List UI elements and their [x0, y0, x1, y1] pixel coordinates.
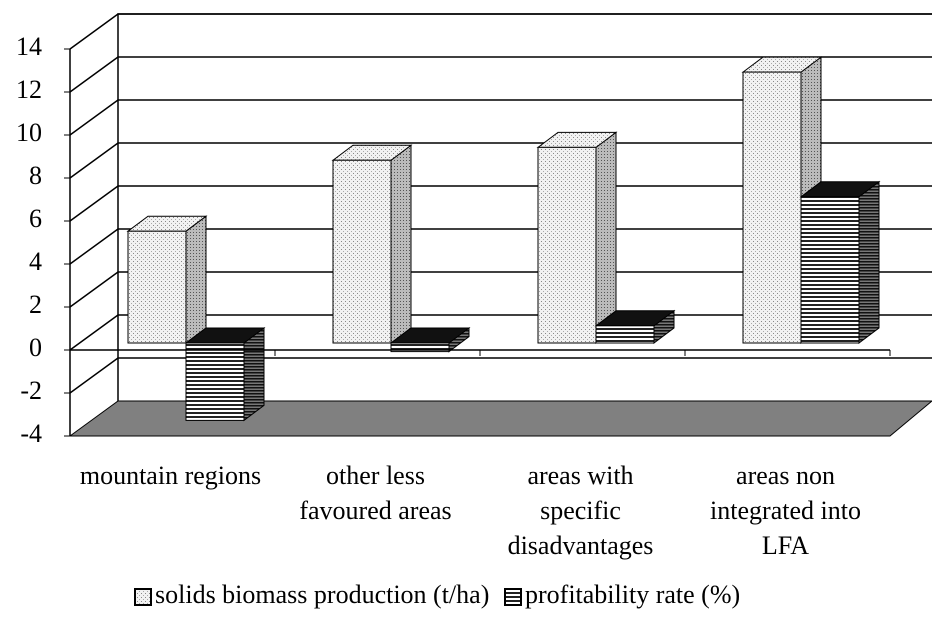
bar-side [595, 131, 617, 344]
grid-line [69, 99, 932, 136]
grid-line [69, 271, 932, 308]
y-tick-label: -4 [20, 419, 42, 448]
bar-side [185, 215, 207, 344]
bar [332, 159, 392, 344]
y-tick-label: 8 [29, 161, 42, 190]
x-tick-label: mountain regions [80, 461, 261, 490]
grid-line [69, 13, 932, 50]
x-tick-label: favoured areas [299, 496, 451, 525]
floor [68, 400, 932, 437]
legend-label: profitability rate (%) [525, 580, 740, 609]
bar-side [390, 144, 412, 344]
y-tick-label: 2 [29, 290, 42, 319]
bar [537, 146, 597, 344]
x-tick-label: disadvantages [508, 531, 654, 560]
x-tick-label: LFA [762, 531, 809, 560]
x-tick-label: specific [540, 496, 621, 525]
y-tick-label: 0 [29, 333, 42, 362]
grid-line [69, 357, 932, 394]
x-tick-label: areas non [736, 461, 835, 490]
x-tick-label: areas with [527, 461, 633, 490]
legend-swatch [134, 588, 152, 606]
bar [595, 325, 655, 344]
bar-side [858, 180, 880, 344]
y-tick-label: 10 [16, 118, 42, 147]
grid-line [69, 142, 932, 179]
bar-side [243, 327, 265, 422]
grid-line [69, 228, 932, 265]
bar [742, 71, 802, 344]
x-tick-label: other less [326, 461, 425, 490]
bar [185, 342, 245, 421]
bar [390, 342, 450, 353]
y-tick-label: 12 [16, 75, 42, 104]
y-tick-label: 6 [29, 204, 42, 233]
x-tick-label: integrated into [710, 496, 861, 525]
grid-line [69, 56, 932, 93]
legend-label: solids biomass production (t/ha) [155, 580, 489, 609]
legend-swatch [504, 588, 522, 606]
grid-line [69, 185, 932, 222]
y-tick-label: 4 [29, 247, 42, 276]
bar [800, 196, 860, 344]
y-tick-label: 14 [16, 32, 42, 61]
y-tick-label: -2 [20, 376, 42, 405]
bar [127, 230, 187, 344]
